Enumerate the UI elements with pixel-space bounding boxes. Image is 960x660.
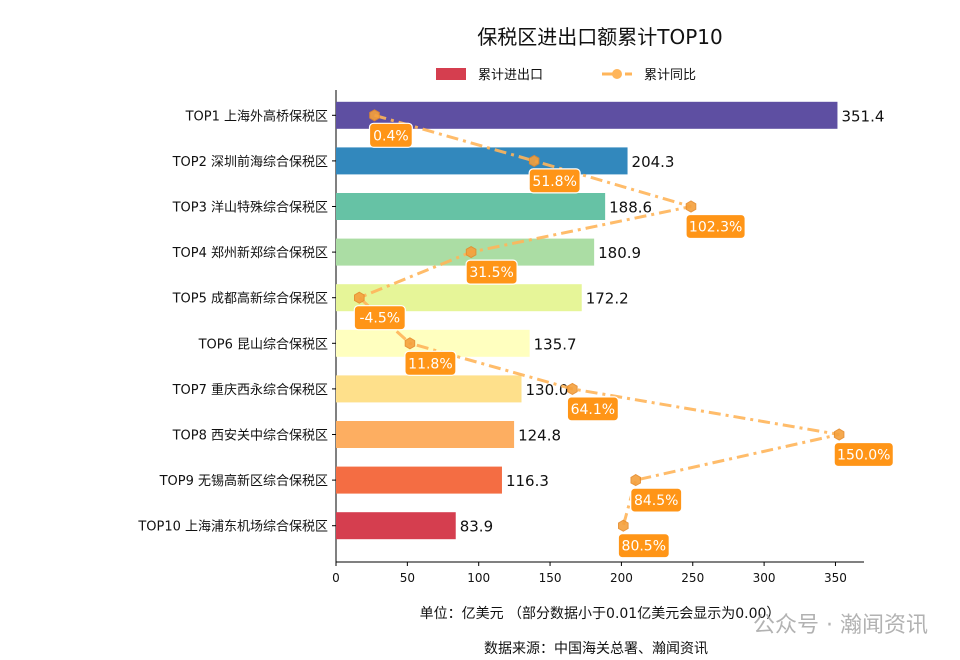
yoy-label: 51.8% (532, 174, 576, 190)
yoy-label: 102.3% (689, 220, 742, 236)
bar (336, 147, 628, 175)
yoy-label-box (465, 259, 518, 285)
x-tick-label: 0 (332, 571, 340, 585)
x-tick-label: 200 (610, 571, 633, 585)
yoy-label-box (353, 305, 406, 331)
yoy-label-box (630, 487, 683, 513)
y-tick-label: TOP4 郑州新郑综合保税区 (172, 245, 328, 261)
bar (336, 101, 838, 129)
bar-value-label: 204.3 (632, 153, 675, 171)
yoy-marker (630, 474, 641, 487)
y-tick-label: TOP3 洋山特殊综合保税区 (172, 201, 328, 216)
y-tick-label: TOP1 上海外高桥保税区 (185, 108, 328, 124)
yoy-marker (567, 382, 578, 395)
yoy-label-box (404, 350, 457, 376)
legend-line-marker (612, 69, 622, 79)
bar-value-label: 351.4 (841, 107, 884, 125)
legend: 累计进出口 累计同比 (436, 68, 696, 83)
yoy-marker (465, 246, 477, 259)
yoy-label: 64.1% (571, 402, 615, 418)
bar (336, 421, 515, 448)
source-note: 数据来源：中国海关总署、瀚闻资讯 (484, 641, 708, 657)
x-tick-label: 300 (753, 571, 776, 585)
yoy-line (356, 113, 840, 527)
bar (336, 238, 595, 266)
bar-value-label: 83.9 (460, 518, 493, 536)
legend-line-label: 累计同比 (644, 68, 696, 83)
bar (336, 512, 456, 540)
yoy-marker (833, 428, 845, 441)
bar-value-label: 172.2 (586, 290, 629, 308)
bar (336, 375, 522, 403)
yoy-label: 11.8% (408, 356, 452, 372)
yoy-marker (528, 154, 540, 167)
x-tick-label: 250 (681, 571, 704, 585)
yoy-marker (618, 519, 629, 532)
y-tick-label: TOP8 西安关中综合保税区 (172, 429, 328, 444)
bar-value-label: 124.8 (518, 427, 561, 445)
yoy-marker (404, 337, 416, 350)
yoy-marker (354, 291, 365, 304)
x-tick-label: 350 (824, 571, 847, 585)
x-tick-label: 150 (539, 571, 562, 585)
yoy-label: -4.5% (359, 311, 400, 327)
bar-value-label: 188.6 (609, 199, 652, 217)
y-tick-label: TOP2 深圳前海综合保税区 (172, 154, 328, 170)
bar-value-label: 116.3 (506, 472, 549, 490)
yoy-label: 150.0% (837, 448, 890, 464)
watermark: 公众号 · 瀚闻资讯 (753, 613, 928, 638)
bar-value-label: 130.0 (526, 381, 569, 399)
yoy-marker (369, 109, 380, 122)
x-tick-label: 100 (467, 571, 490, 585)
yoy-label-box (566, 396, 619, 422)
chart-title: 保税区进出口额累计TOP10 (477, 25, 722, 49)
yoy-marker (685, 200, 697, 213)
yoy-label: 84.5% (634, 493, 678, 509)
y-tick-label: TOP10 上海浦东机场综合保税区 (137, 520, 328, 535)
y-tick-label: TOP6 昆山综合保税区 (198, 337, 328, 352)
yoy-label-box (685, 213, 746, 240)
yoy-label-box (617, 533, 670, 559)
legend-bar-swatch (436, 68, 466, 80)
legend-bar-label: 累计进出口 (478, 68, 543, 83)
yoy-label-box (368, 122, 413, 148)
yoy-label: 80.5% (622, 539, 666, 555)
yoy-label-box (833, 441, 894, 468)
y-tick-label: TOP5 成都高新综合保税区 (172, 291, 328, 307)
bar (336, 193, 606, 220)
x-tick-label: 50 (400, 571, 415, 585)
yoy-label: 31.5% (469, 265, 513, 281)
bar-value-label: 135.7 (534, 335, 577, 353)
x-axis-label: 单位：亿美元 （部分数据小于0.01亿美元会显示为0.00） (420, 606, 781, 622)
yoy-label: 0.4% (373, 128, 409, 144)
y-tick-label: TOP9 无锡高新区综合保税区 (159, 473, 328, 489)
bar-value-label: 180.9 (598, 244, 641, 262)
yoy-label-box (528, 168, 581, 194)
bar (336, 466, 502, 494)
y-tick-label: TOP7 重庆西永综合保税区 (172, 382, 328, 398)
